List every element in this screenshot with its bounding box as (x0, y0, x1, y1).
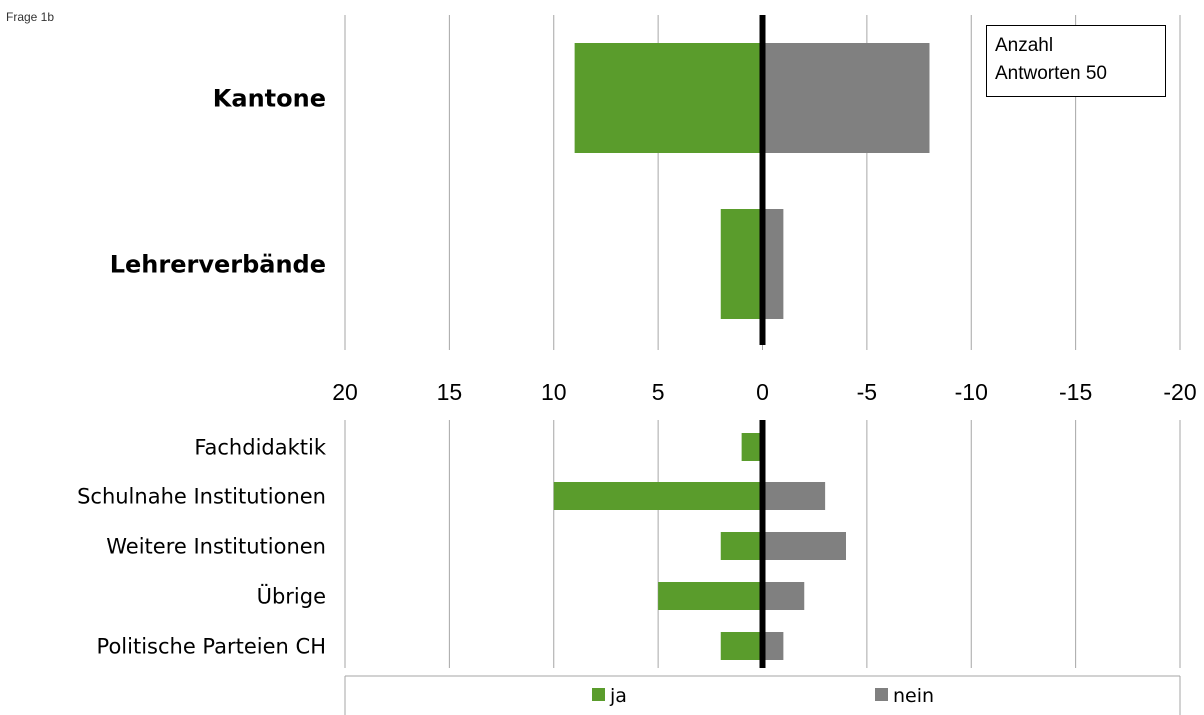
category-label: Kantone (213, 84, 326, 112)
x-tick-label: 15 (437, 379, 463, 405)
category-label: Politische Parteien CH (97, 634, 326, 658)
legend-label-nein: nein (893, 685, 934, 707)
category-label: Lehrerverbände (110, 250, 326, 278)
bar-nein (762, 632, 784, 660)
bar-ja (658, 582, 763, 610)
x-tick-label: 20 (332, 379, 358, 405)
category-label: Übrige (257, 583, 326, 608)
category-label: Fachdidaktik (194, 435, 326, 459)
legend-swatch-nein (875, 688, 888, 701)
legend-swatch-ja (592, 688, 605, 701)
category-label: Schulnahe Institutionen (77, 484, 326, 508)
bar-nein (762, 582, 805, 610)
bar-ja (574, 43, 763, 153)
x-tick-label: -10 (955, 379, 988, 405)
bar-ja (720, 532, 763, 560)
bar-nein (762, 209, 784, 319)
legend-label-ja: ja (609, 685, 627, 707)
category-label: Weitere Institutionen (106, 534, 326, 558)
bar-ja (741, 433, 763, 461)
x-tick-label: 0 (756, 379, 769, 405)
response-count-line2: Antworten 50 (995, 63, 1107, 84)
bar-ja (720, 209, 763, 319)
question-label: Frage 1b (6, 10, 55, 24)
bar-ja (553, 482, 763, 510)
response-count-line1: Anzahl (995, 35, 1054, 56)
bar-nein (762, 482, 826, 510)
bar-nein (762, 532, 846, 560)
bar-ja (720, 632, 763, 660)
x-tick-label: -20 (1163, 379, 1196, 405)
x-tick-label: 10 (541, 379, 567, 405)
bar-nein (762, 43, 930, 153)
response-count-box: Anzahl Antworten 50 (986, 25, 1166, 97)
x-tick-label: -15 (1059, 379, 1092, 405)
x-tick-label: 5 (652, 379, 665, 405)
x-tick-label: -5 (857, 379, 877, 405)
